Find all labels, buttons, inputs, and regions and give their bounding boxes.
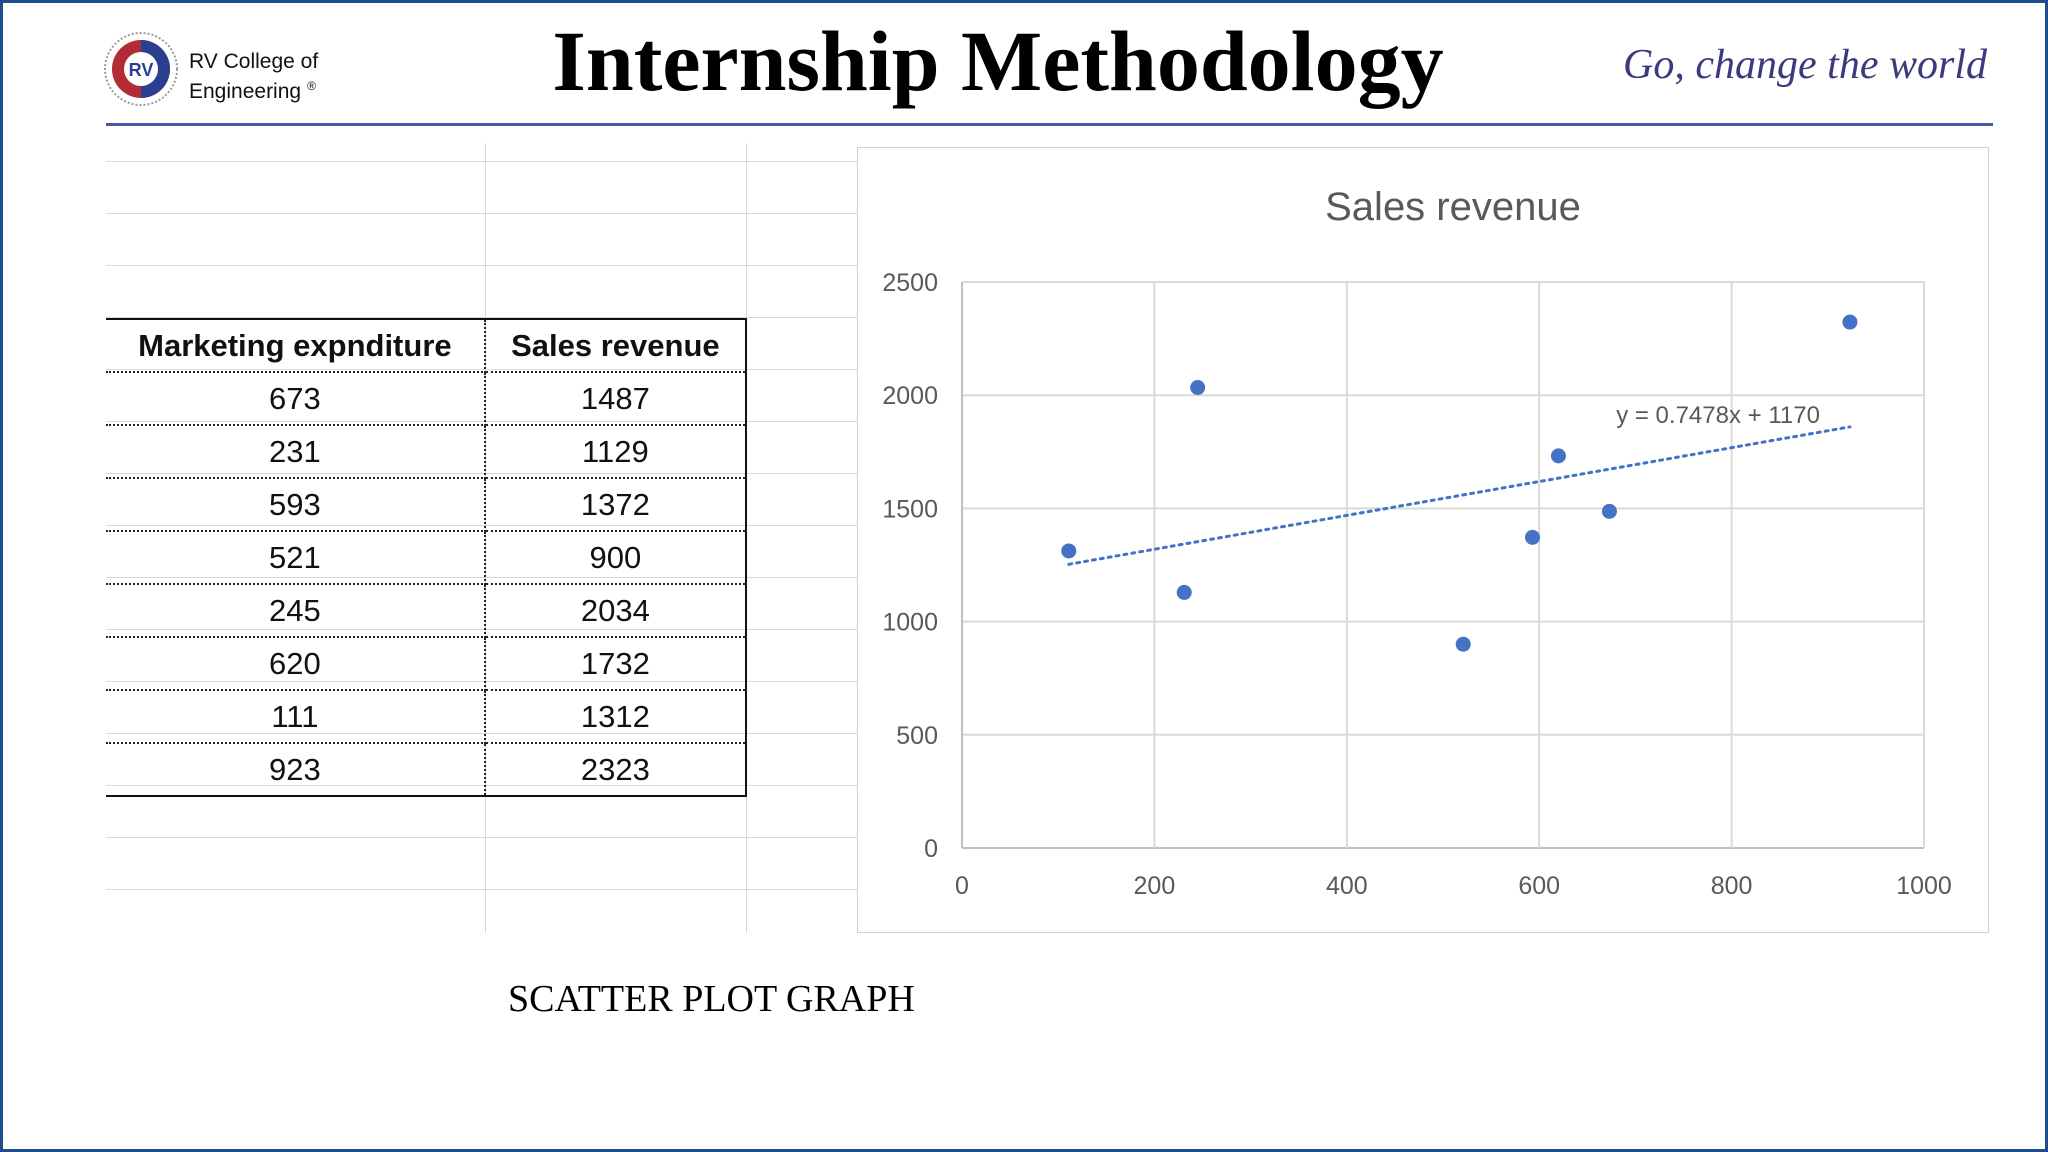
gridline (106, 889, 858, 890)
gridline (106, 265, 858, 266)
gridline (106, 317, 858, 318)
tagline: Go, change the world (1623, 42, 1987, 88)
trendline-equation: y = 0.7478x + 1170 (1616, 402, 1820, 429)
y-tick-label: 2500 (882, 269, 938, 297)
table-cell: 245 (106, 584, 486, 638)
x-tick-label: 0 (955, 872, 969, 900)
data-point (1524, 529, 1540, 545)
registered-mark: ® (307, 79, 316, 93)
table-cell: 900 (484, 531, 748, 585)
table-cell: 111 (106, 690, 486, 744)
table-cell: 231 (106, 425, 486, 479)
scatter-chart: Sales revenue 0 500 1000 1500 2000 2500 0 200 400… (857, 147, 1989, 933)
table-cell: 1487 (484, 372, 748, 426)
gridline (106, 837, 858, 838)
table-cell: 1129 (484, 425, 748, 479)
data-table: Marketing expnditure Sales revenue 673 14… (106, 318, 748, 797)
y-tick-label: 2000 (882, 382, 938, 410)
x-tick-label: 600 (1518, 872, 1560, 900)
table-row: 620 1732 (106, 637, 748, 691)
column-header: Marketing expnditure (106, 318, 486, 373)
x-tick-label: 200 (1134, 872, 1176, 900)
table-row: 111 1312 (106, 690, 748, 744)
table-row: 245 2034 (106, 584, 748, 638)
table-cell: 1372 (484, 478, 748, 532)
trendline (1067, 425, 1852, 566)
table-cell: 593 (106, 478, 486, 532)
x-tick-label: 800 (1711, 872, 1753, 900)
x-tick-label: 400 (1326, 872, 1368, 900)
table-cell: 2323 (484, 743, 748, 797)
chart-title: Sales revenue (1325, 185, 1581, 229)
data-point (1601, 503, 1617, 519)
gridline (106, 213, 858, 214)
table-cell: 673 (106, 372, 486, 426)
y-tick-label: 500 (896, 722, 938, 750)
header-divider (106, 123, 1993, 126)
table-cell: 521 (106, 531, 486, 585)
table-cell: 2034 (484, 584, 748, 638)
brand-name: RV College of Engineering ® (189, 49, 318, 104)
data-point (1550, 448, 1566, 464)
table-row: 923 2323 (106, 743, 748, 797)
brand-line-2: Engineering ® (189, 79, 316, 103)
gridline (746, 143, 747, 933)
y-tick-label: 1500 (882, 495, 938, 523)
logo-text: RV (129, 60, 154, 80)
table-header-row: Marketing expnditure Sales revenue (106, 318, 748, 373)
table-cell: 1732 (484, 637, 748, 691)
chart-canvas: Sales revenue 0 500 1000 1500 2000 2500 0 200 400… (882, 185, 1952, 900)
college-logo: RV (104, 32, 178, 106)
table-row: 593 1372 (106, 478, 748, 532)
page-title: Internship Methodology (552, 13, 1444, 109)
x-tick-label: 1000 (1896, 872, 1952, 900)
table-cell: 923 (106, 743, 486, 797)
column-header: Sales revenue (484, 318, 748, 373)
y-tick-label: 1000 (882, 609, 938, 637)
table-cell: 620 (106, 637, 486, 691)
table-cell: 1312 (484, 690, 748, 744)
table-row: 231 1129 (106, 425, 748, 479)
brand-line-1: RV College of (189, 50, 319, 73)
caption: SCATTER PLOT GRAPH (508, 978, 915, 1020)
data-point (1842, 314, 1858, 330)
data-point (1190, 380, 1206, 396)
data-point (1061, 543, 1077, 559)
y-tick-label: 0 (924, 835, 938, 863)
table-row: 673 1487 (106, 372, 748, 426)
table-row: 521 900 (106, 531, 748, 585)
gridline (106, 161, 858, 162)
data-point (1176, 584, 1192, 600)
data-point (1455, 636, 1471, 652)
